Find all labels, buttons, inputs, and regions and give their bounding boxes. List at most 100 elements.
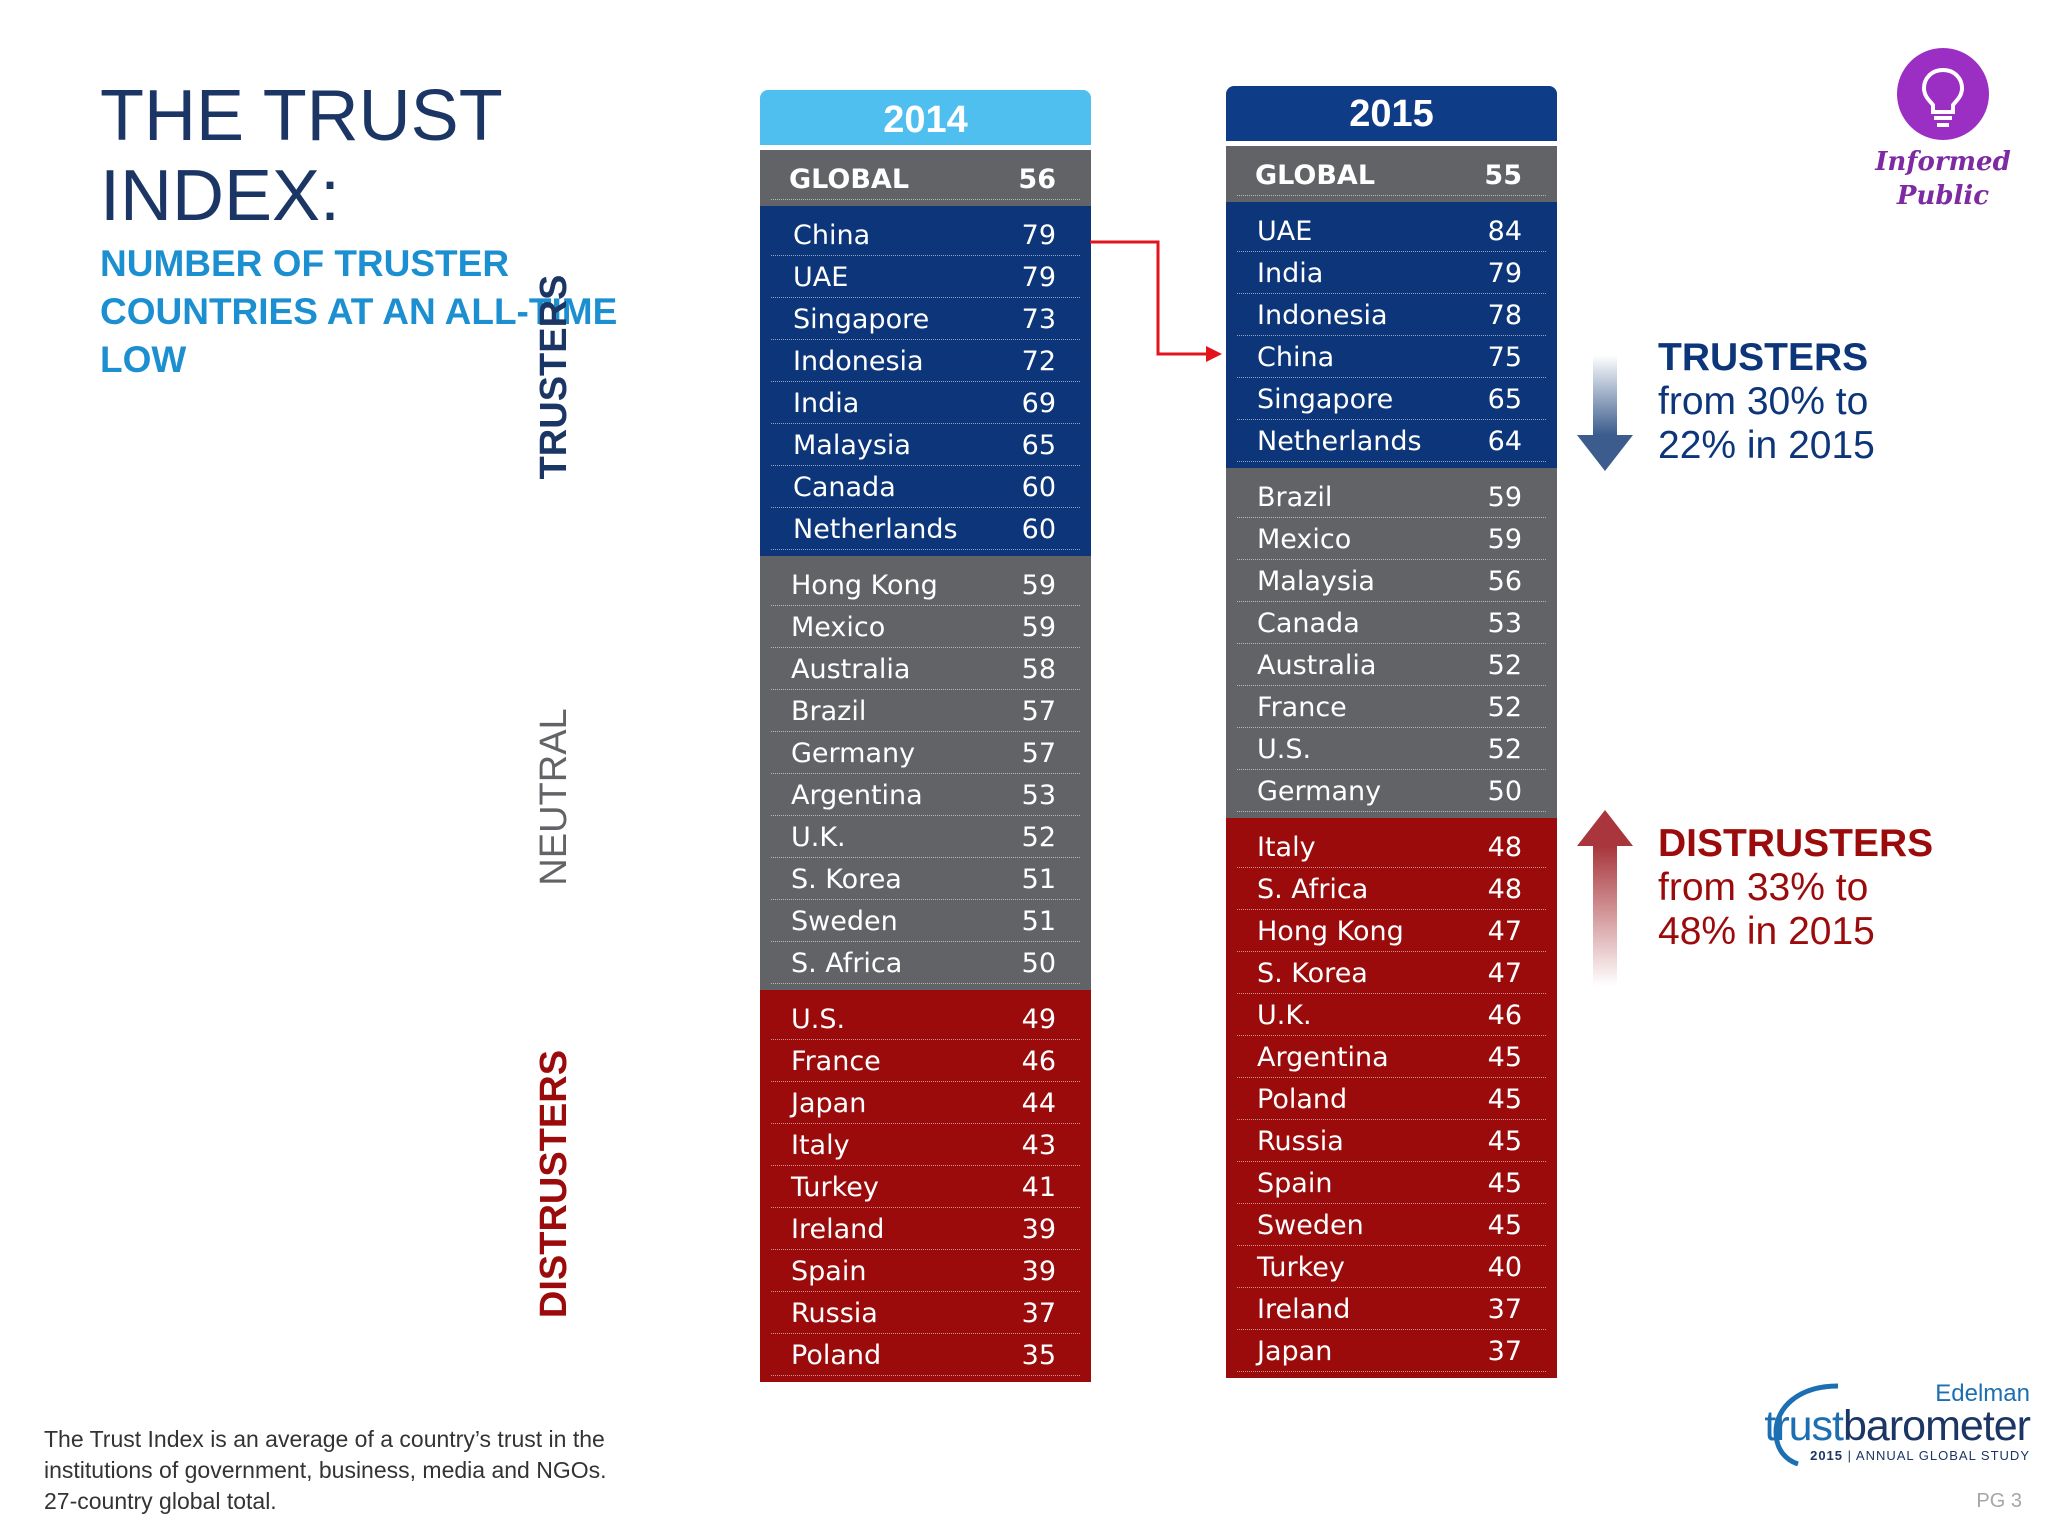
trust-score: 79 — [1021, 262, 1056, 293]
country-name: Argentina — [791, 780, 923, 811]
trust-score: 37 — [1487, 1336, 1522, 1367]
country-name: Canada — [793, 472, 896, 503]
country-name: Mexico — [1257, 524, 1352, 555]
truster-row: Indonesia 78 — [1237, 294, 1546, 336]
country-name: S. Africa — [791, 948, 903, 979]
distruster-row: Turkey 40 — [1237, 1246, 1546, 1288]
distruster-row: Russia 37 — [771, 1292, 1080, 1334]
distruster-row: Spain 39 — [771, 1250, 1080, 1292]
distrusters-label: DISTRUSTERS — [533, 1049, 575, 1319]
neutral-row: France 52 — [1237, 686, 1546, 728]
trust-score: 39 — [1021, 1256, 1056, 1287]
badge-label: Informed Public — [1860, 145, 2026, 213]
truster-row: Netherlands 64 — [1237, 420, 1546, 462]
truster-row: UAE 84 — [1237, 210, 1546, 252]
global-section: GLOBAL 55 — [1226, 146, 1557, 202]
truster-row: Netherlands 60 — [771, 508, 1080, 550]
distrusters-callout-line2: 48% in 2015 — [1658, 910, 1875, 953]
page-subtitle: NUMBER OF TRUSTER COUNTRIES AT AN ALL-TI… — [100, 243, 618, 380]
country-name: Malaysia — [1257, 566, 1375, 597]
neutral-row: Brazil 57 — [771, 690, 1080, 732]
distruster-row: U.K. 46 — [1237, 994, 1546, 1036]
footnote-line3: 27-country global total. — [44, 1488, 277, 1514]
page-title: THE TRUST INDEX: — [100, 76, 502, 236]
trust-score: 79 — [1021, 220, 1056, 251]
trusters-callout: TRUSTERS from 30% to 22% in 2015 — [1658, 336, 1988, 468]
arrow-down-icon — [1577, 355, 1633, 471]
neutral-row: S. Korea 51 — [771, 858, 1080, 900]
distrusters-section: Italy 48 S. Africa 48 Hong Kong 47 S. Korea 47 U… — [1226, 818, 1557, 1378]
truster-row: Singapore 65 — [1237, 378, 1546, 420]
trust-score: 41 — [1021, 1172, 1056, 1203]
trust-score: 59 — [1487, 482, 1522, 513]
trust-score: 73 — [1021, 304, 1056, 335]
country-name: India — [1257, 258, 1324, 289]
distrusters-callout: DISTRUSTERS from 33% to 48% in 2015 — [1658, 822, 1988, 954]
logo-study: ANNUAL GLOBAL STUDY — [1855, 1448, 2030, 1463]
trust-score: 57 — [1021, 738, 1056, 769]
trust-score: 43 — [1021, 1130, 1056, 1161]
country-name: Japan — [791, 1088, 867, 1119]
trust-score: 35 — [1021, 1340, 1056, 1371]
trust-score: 45 — [1487, 1042, 1522, 1073]
country-name: Netherlands — [1257, 426, 1422, 457]
trust-score: 52 — [1021, 822, 1056, 853]
trust-score: 50 — [1487, 776, 1522, 807]
trust-score: 52 — [1487, 692, 1522, 723]
trust-score: 47 — [1487, 916, 1522, 947]
trust-score: 52 — [1487, 734, 1522, 765]
trust-score: 45 — [1487, 1084, 1522, 1115]
country-name: India — [793, 388, 860, 419]
logo-subline: 2015 | ANNUAL GLOBAL STUDY — [1810, 1448, 2030, 1463]
footnote-line2: institutions of government, business, me… — [44, 1457, 607, 1483]
logo-wordmark: trustbarometer — [1764, 1402, 2031, 1451]
trust-score: 60 — [1021, 472, 1056, 503]
trusters-callout-line1: from 30% to — [1658, 380, 1869, 423]
neutral-row: Australia 58 — [771, 648, 1080, 690]
lightbulb-icon — [1921, 67, 1965, 127]
trust-score: 49 — [1021, 1004, 1056, 1035]
country-name: Turkey — [1257, 1252, 1345, 1283]
country-name: S. Korea — [791, 864, 902, 895]
trusters-section: China 79 UAE 79 Singapore 73 Indonesia 72 India 6… — [760, 206, 1091, 556]
country-name: Russia — [1257, 1126, 1344, 1157]
distruster-row: Ireland 39 — [771, 1208, 1080, 1250]
global-row: GLOBAL 56 — [771, 158, 1080, 200]
distruster-row: Italy 48 — [1237, 826, 1546, 868]
neutral-row: U.S. 52 — [1237, 728, 1546, 770]
trust-score: 48 — [1487, 832, 1522, 863]
neutral-section: Brazil 59 Mexico 59 Malaysia 56 Canada 53 Austra… — [1226, 468, 1557, 818]
neutral-row: Hong Kong 59 — [771, 564, 1080, 606]
country-name: France — [1257, 692, 1347, 723]
china-connector-arrow — [1090, 240, 1222, 362]
country-name: U.S. — [791, 1004, 846, 1035]
truster-row: India 69 — [771, 382, 1080, 424]
country-name: Netherlands — [793, 514, 958, 545]
logo-trust: trust — [1764, 1402, 1844, 1450]
table-2014: GLOBAL 56 China 79 UAE 79 Singapore 73 Indonesia… — [760, 150, 1091, 1382]
neutral-row: S. Africa 50 — [771, 942, 1080, 984]
trusters-label: TRUSTERS — [533, 274, 575, 480]
neutral-row: Germany 57 — [771, 732, 1080, 774]
country-name: U.K. — [791, 822, 846, 853]
neutral-row: Argentina 53 — [771, 774, 1080, 816]
global-label: GLOBAL — [1255, 160, 1376, 191]
global-section: GLOBAL 56 — [760, 150, 1091, 206]
country-name: Italy — [1257, 832, 1316, 863]
distrusters-section: U.S. 49 France 46 Japan 44 Italy 43 Turkey 41 Irel… — [760, 990, 1091, 1382]
country-name: Ireland — [1257, 1294, 1351, 1325]
distruster-row: Turkey 41 — [771, 1166, 1080, 1208]
neutral-row: U.K. 52 — [771, 816, 1080, 858]
distruster-row: Hong Kong 47 — [1237, 910, 1546, 952]
truster-row: Canada 60 — [771, 466, 1080, 508]
trust-score: 60 — [1021, 514, 1056, 545]
country-name: Spain — [1257, 1168, 1333, 1199]
truster-row: China 75 — [1237, 336, 1546, 378]
distruster-row: U.S. 49 — [771, 998, 1080, 1040]
neutral-row: Germany 50 — [1237, 770, 1546, 812]
distruster-row: Sweden 45 — [1237, 1204, 1546, 1246]
country-name: Sweden — [1257, 1210, 1364, 1241]
truster-row: Indonesia 72 — [771, 340, 1080, 382]
neutral-section: Hong Kong 59 Mexico 59 Australia 58 Brazil 57 Ge… — [760, 556, 1091, 990]
country-name: Hong Kong — [791, 570, 938, 601]
